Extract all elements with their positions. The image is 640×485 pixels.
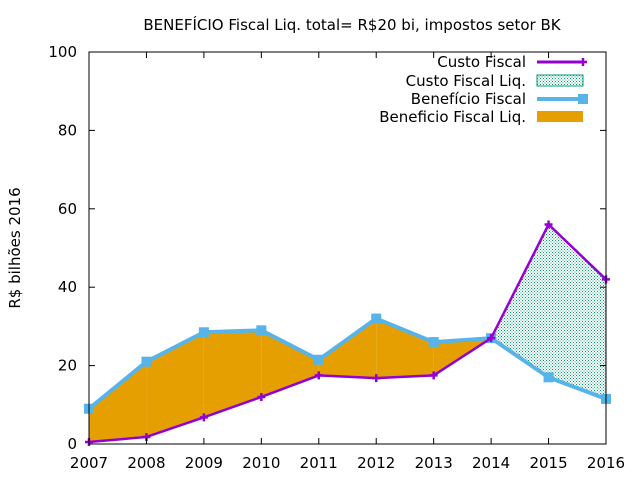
x-tick-label: 2013 — [415, 454, 453, 472]
series-lines — [84, 220, 611, 447]
plot-border — [88, 51, 607, 445]
legend-swatch-beneficio-liq — [537, 111, 583, 122]
x-tick-label: 2016 — [587, 454, 625, 472]
beneficio-liq-fill — [203, 330, 262, 418]
custo-fiscal-point — [487, 334, 496, 343]
y-tick-label: 100 — [48, 43, 77, 61]
custo-fiscal-point — [429, 371, 438, 380]
y-tick-label: 60 — [58, 200, 77, 218]
legend-label: Benefício Fiscal — [411, 90, 526, 108]
x-tick-label: 2014 — [472, 454, 510, 472]
plot-frame — [88, 51, 607, 445]
legend-swatch-custo-liq — [536, 74, 584, 87]
beneficio-liq-fill — [376, 318, 434, 379]
custo-liq-fill — [548, 224, 606, 399]
custo-liq-fill — [491, 224, 549, 378]
y-axis-label: R$ bilhões 2016 — [6, 187, 24, 308]
legend-label: Beneficio Fiscal Liq. — [379, 108, 526, 126]
y-tick-label: 0 — [67, 435, 77, 453]
custo-fiscal-line — [88, 222, 607, 444]
beneficio-fiscal-point — [141, 356, 152, 367]
beneficio-fiscal-point — [313, 354, 324, 365]
chart-title: BENEFÍCIO Fiscal Liq. total= R$20 bi, im… — [143, 15, 561, 34]
beneficio-liq-fill — [318, 318, 377, 379]
custo-fiscal-point — [314, 371, 323, 380]
legend-marker-beneficio-fiscal — [578, 94, 588, 104]
custo-fiscal-point — [199, 413, 208, 422]
beneficio-fiscal-point — [256, 325, 267, 336]
area-fills — [89, 224, 606, 443]
x-tick-label: 2011 — [300, 454, 338, 472]
axis-ticks: 2007 2008 2009 2010 2011 2012 2013 2014 2015 2016… — [48, 43, 625, 472]
legend-marker-custo-fiscal — [579, 58, 587, 66]
custo-fiscal-point — [257, 392, 266, 401]
beneficio-liq-fill — [89, 361, 147, 443]
legend-label: Custo Fiscal — [437, 53, 526, 71]
y-tick-label: 40 — [58, 278, 77, 296]
x-tick-label: 2015 — [529, 454, 567, 472]
x-tick-label: 2010 — [242, 454, 280, 472]
x-tick-label: 2007 — [70, 454, 108, 472]
y-tick-label: 20 — [58, 357, 77, 375]
y-tick-label: 80 — [58, 121, 77, 139]
beneficio-fiscal-point — [428, 337, 439, 348]
beneficio-fiscal-line — [87, 316, 607, 411]
custo-fiscal-point — [372, 374, 381, 383]
legend-label: Custo Fiscal Liq. — [406, 72, 526, 90]
x-tick-label: 2008 — [127, 454, 165, 472]
x-tick-label: 2012 — [357, 454, 395, 472]
beneficio-liq-fill — [146, 332, 204, 437]
beneficio-fiscal-point — [371, 313, 382, 324]
custo-fiscal-point — [544, 220, 553, 229]
beneficio-fiscal-point — [543, 372, 554, 383]
x-tick-label: 2009 — [185, 454, 223, 472]
beneficio-fiscal-point — [198, 327, 209, 338]
